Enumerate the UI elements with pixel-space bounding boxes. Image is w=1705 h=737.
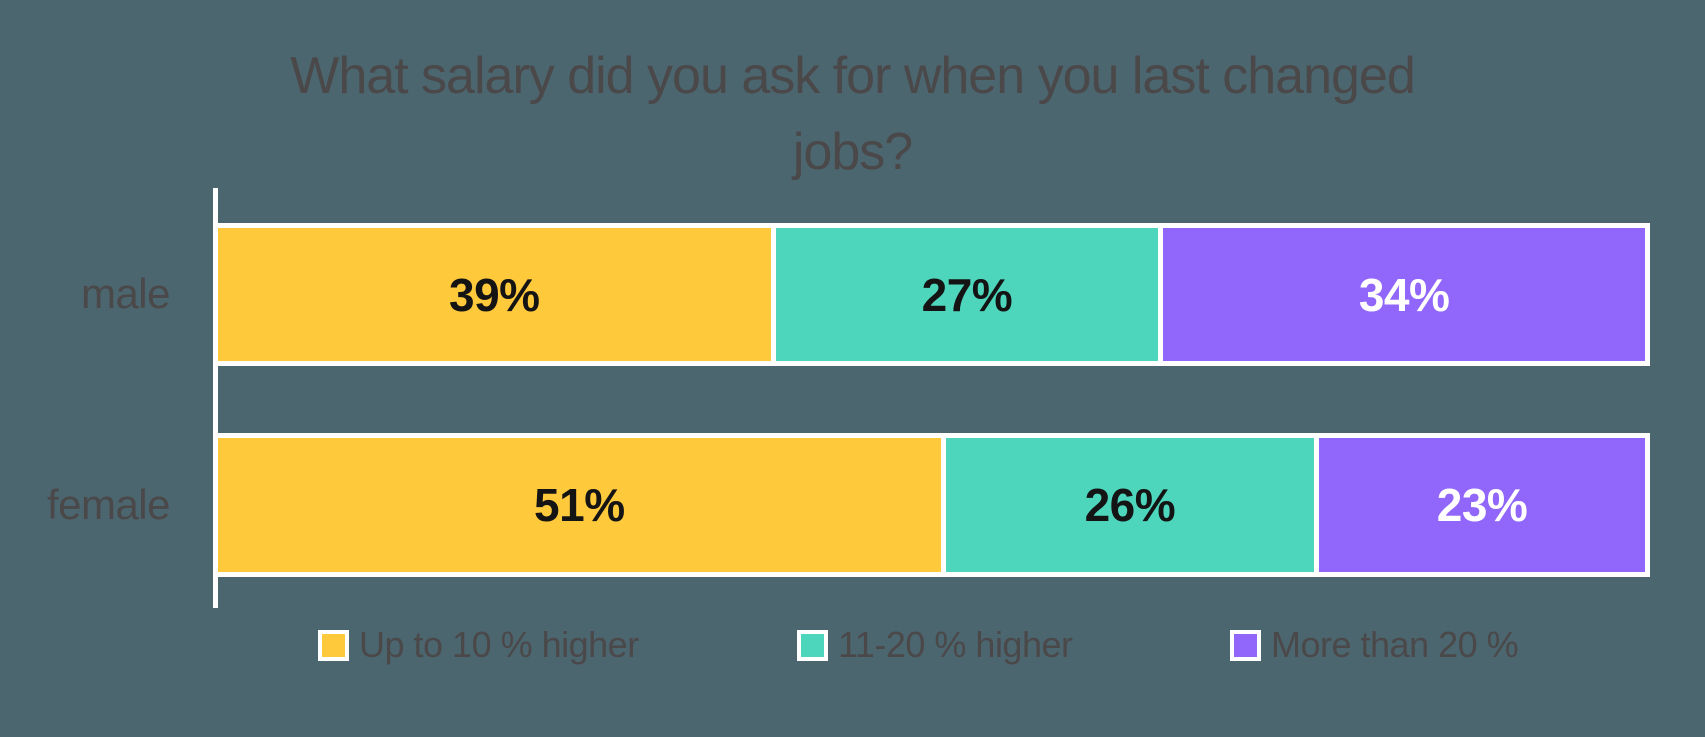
bar-segment: 34% [1163, 228, 1645, 361]
segment-value-label: 39% [449, 268, 540, 321]
segment-value-label: 23% [1436, 479, 1528, 531]
legend-item: Up to 10 % higher [318, 624, 639, 666]
chart-title-line1: What salary did you ask for when you las… [290, 47, 1416, 105]
legend-item: More than 20 % [1230, 624, 1519, 666]
legend-label: More than 20 % [1271, 624, 1519, 665]
bar-segment: 27% [775, 228, 1159, 361]
bar-row-male: 39% 27% 34% [218, 223, 1650, 366]
legend-swatch [318, 629, 349, 661]
legend-item: 11-20 % higher [797, 624, 1073, 666]
row-label-female: female [46, 481, 171, 528]
legend-label: Up to 10 % higher [359, 624, 639, 665]
segment-value-label: 27% [921, 268, 1013, 321]
bar-segment: 39% [218, 228, 771, 361]
bar-segment: 23% [1319, 438, 1645, 572]
chart-title: What salary did you ask for when you las… [0, 38, 1705, 190]
chart-title-line2: jobs? [792, 123, 913, 181]
segment-value-label: 26% [1084, 479, 1176, 531]
legend-swatch [1230, 629, 1261, 661]
segment-value-label: 34% [1358, 268, 1450, 321]
bar-row-female: 51% 26% 23% [218, 433, 1650, 577]
bar-segment: 26% [945, 438, 1315, 572]
segment-value-label: 51% [534, 479, 625, 531]
legend-label: 11-20 % higher [838, 624, 1073, 665]
legend-swatch [797, 629, 828, 661]
y-axis-line [213, 188, 218, 608]
bar-segment: 51% [218, 438, 941, 572]
row-label-male: male [80, 270, 171, 317]
